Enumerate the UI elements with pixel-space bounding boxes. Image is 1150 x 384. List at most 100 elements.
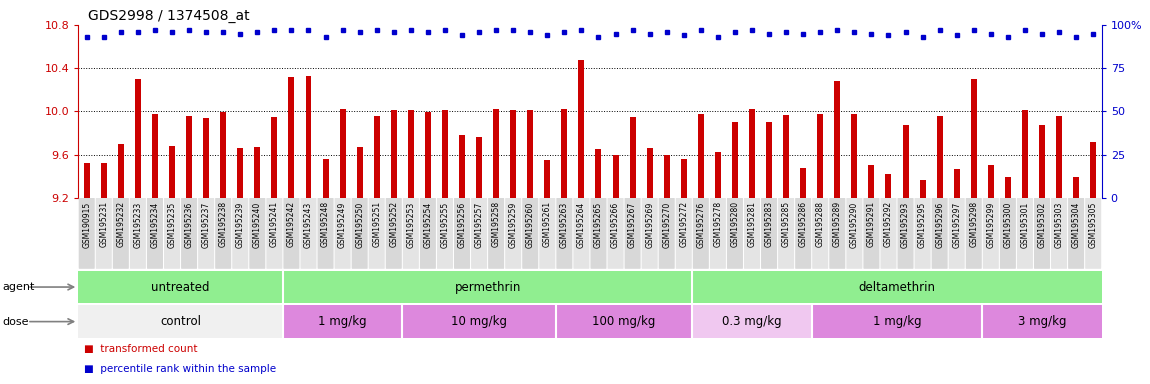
Bar	[646, 148, 653, 198]
Text: GSM195300: GSM195300	[1004, 201, 1012, 248]
Text: GSM195302: GSM195302	[1037, 201, 1046, 248]
Text: GSM195280: GSM195280	[730, 201, 739, 247]
Bar	[493, 109, 499, 198]
Text: GSM195270: GSM195270	[662, 201, 672, 248]
Text: GSM195235: GSM195235	[168, 201, 176, 248]
Bar	[1005, 177, 1011, 198]
Text: GDS2998 / 1374508_at: GDS2998 / 1374508_at	[89, 8, 250, 23]
Text: GSM195299: GSM195299	[987, 201, 995, 248]
FancyBboxPatch shape	[812, 198, 828, 269]
FancyBboxPatch shape	[335, 198, 351, 269]
Text: GSM195237: GSM195237	[201, 201, 210, 248]
Text: GSM195265: GSM195265	[595, 201, 603, 248]
FancyBboxPatch shape	[555, 305, 692, 338]
Bar	[731, 122, 738, 198]
Text: GSM195233: GSM195233	[133, 201, 143, 248]
FancyBboxPatch shape	[812, 305, 982, 338]
FancyBboxPatch shape	[352, 198, 368, 269]
FancyBboxPatch shape	[78, 305, 283, 338]
FancyBboxPatch shape	[914, 198, 930, 269]
Text: GSM195261: GSM195261	[543, 201, 552, 247]
Bar	[511, 110, 516, 198]
FancyBboxPatch shape	[983, 198, 999, 269]
Text: GSM195264: GSM195264	[577, 201, 585, 248]
Text: GSM195252: GSM195252	[390, 201, 398, 247]
FancyBboxPatch shape	[846, 198, 862, 269]
FancyBboxPatch shape	[317, 198, 334, 269]
FancyBboxPatch shape	[283, 271, 692, 303]
Bar	[613, 155, 619, 198]
Bar	[442, 110, 448, 198]
Text: GSM195285: GSM195285	[782, 201, 790, 247]
FancyBboxPatch shape	[779, 198, 795, 269]
Text: GSM195232: GSM195232	[116, 201, 125, 247]
Text: ■  transformed count: ■ transformed count	[84, 344, 198, 354]
FancyBboxPatch shape	[402, 198, 419, 269]
FancyBboxPatch shape	[267, 198, 283, 269]
Bar	[596, 149, 601, 198]
Text: GSM195298: GSM195298	[969, 201, 979, 247]
Bar	[391, 110, 397, 198]
Text: GSM195278: GSM195278	[713, 201, 722, 247]
FancyBboxPatch shape	[300, 198, 316, 269]
Text: GSM195243: GSM195243	[304, 201, 313, 248]
Text: GSM195240: GSM195240	[253, 201, 262, 248]
FancyBboxPatch shape	[590, 198, 606, 269]
FancyBboxPatch shape	[385, 198, 401, 269]
Bar	[903, 126, 908, 198]
Text: GSM195289: GSM195289	[833, 201, 842, 247]
FancyBboxPatch shape	[1068, 198, 1084, 269]
Bar	[681, 159, 687, 198]
Text: GSM195288: GSM195288	[815, 201, 825, 247]
Text: agent: agent	[2, 282, 34, 292]
FancyBboxPatch shape	[402, 305, 555, 338]
Bar	[424, 113, 431, 198]
Text: GSM195297: GSM195297	[952, 201, 961, 248]
FancyBboxPatch shape	[624, 198, 641, 269]
Bar	[374, 116, 380, 198]
FancyBboxPatch shape	[864, 198, 880, 269]
Text: GSM195256: GSM195256	[458, 201, 467, 248]
Bar	[1090, 142, 1096, 198]
Bar	[408, 110, 414, 198]
Text: GSM195292: GSM195292	[884, 201, 892, 247]
Text: GSM195239: GSM195239	[236, 201, 245, 248]
Text: GSM190915: GSM190915	[83, 201, 91, 248]
Text: GSM195249: GSM195249	[338, 201, 347, 248]
Bar	[356, 147, 362, 198]
Text: GSM195301: GSM195301	[1020, 201, 1029, 248]
Bar	[1073, 177, 1079, 198]
Bar	[629, 117, 636, 198]
Bar	[715, 152, 721, 198]
FancyBboxPatch shape	[147, 198, 163, 269]
FancyBboxPatch shape	[472, 198, 488, 269]
FancyBboxPatch shape	[454, 198, 470, 269]
Text: GSM195291: GSM195291	[867, 201, 876, 247]
FancyBboxPatch shape	[949, 198, 965, 269]
FancyBboxPatch shape	[692, 198, 708, 269]
FancyBboxPatch shape	[607, 198, 623, 269]
Bar	[204, 118, 209, 198]
FancyBboxPatch shape	[642, 198, 658, 269]
Text: GSM195250: GSM195250	[355, 201, 365, 248]
FancyBboxPatch shape	[232, 198, 248, 269]
Bar	[101, 163, 107, 198]
FancyBboxPatch shape	[692, 271, 1102, 303]
Text: GSM195267: GSM195267	[628, 201, 637, 248]
Text: 100 mg/kg: 100 mg/kg	[592, 315, 655, 328]
Bar	[84, 163, 90, 198]
Bar	[698, 114, 704, 198]
FancyBboxPatch shape	[557, 198, 573, 269]
Bar	[834, 81, 841, 198]
FancyBboxPatch shape	[215, 198, 231, 269]
Bar	[459, 135, 465, 198]
Bar	[339, 109, 346, 198]
Bar	[953, 169, 960, 198]
Bar	[220, 113, 227, 198]
Bar	[578, 60, 584, 198]
Bar	[886, 174, 891, 198]
Text: GSM195260: GSM195260	[526, 201, 535, 248]
Bar	[1022, 110, 1028, 198]
Text: GSM195242: GSM195242	[288, 201, 296, 247]
FancyBboxPatch shape	[744, 198, 760, 269]
